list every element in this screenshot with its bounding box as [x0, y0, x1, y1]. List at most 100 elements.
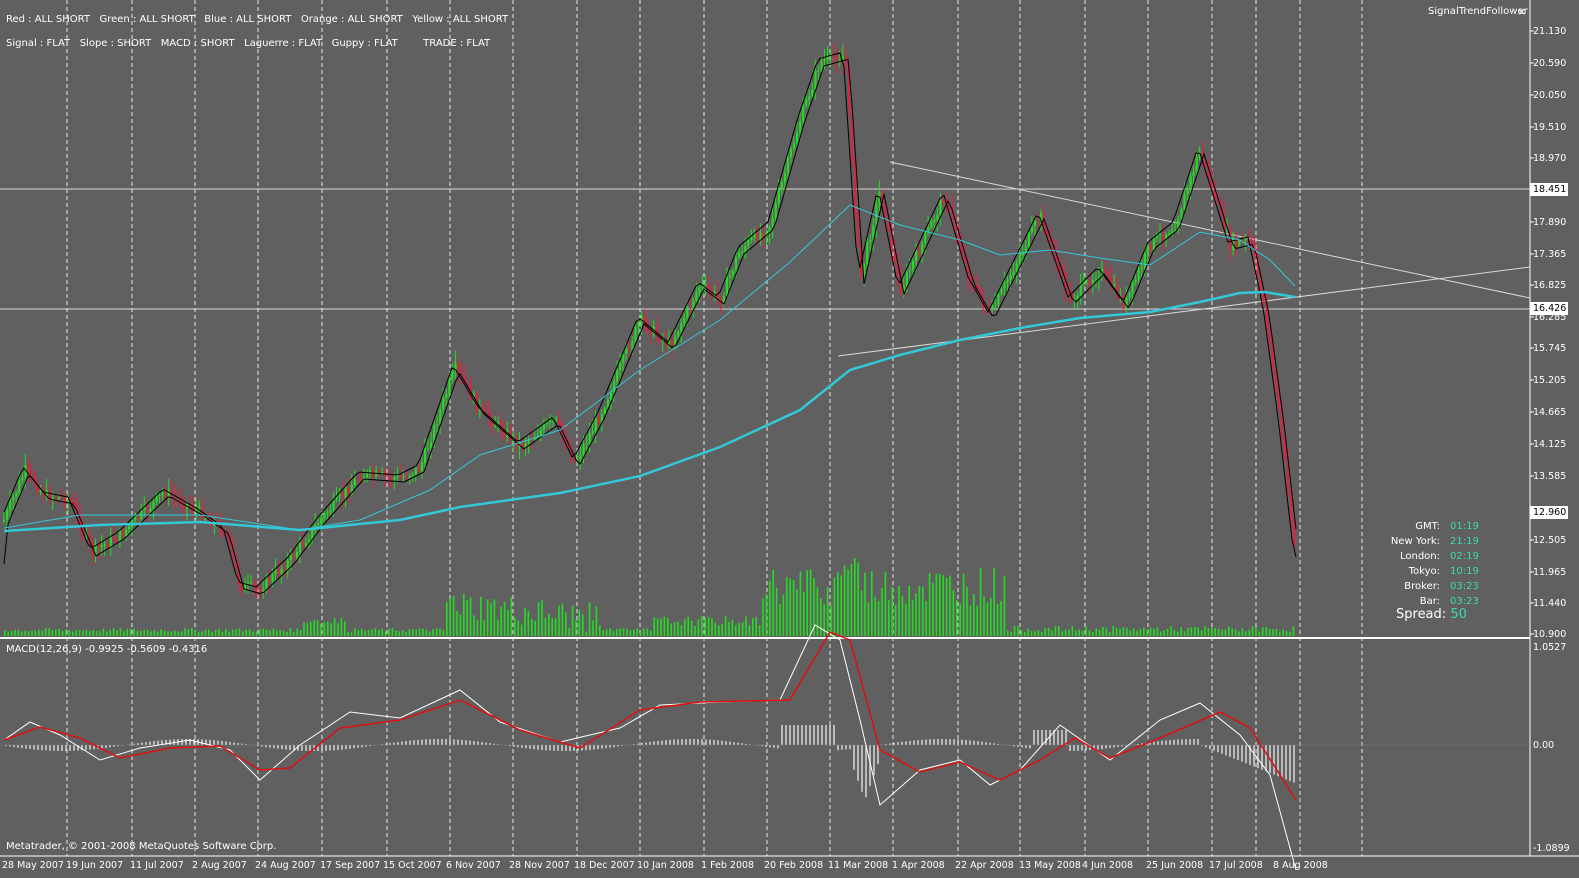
volume-bar [826, 587, 829, 636]
volume-bar [1231, 628, 1233, 636]
candle-body [655, 326, 658, 335]
candle-body [789, 148, 793, 157]
candle-body [390, 476, 393, 480]
volume-bar [218, 628, 220, 636]
candle-body [695, 292, 698, 301]
candle-body [527, 439, 530, 444]
volume-bar [1234, 629, 1237, 636]
volume-bar [1146, 629, 1148, 636]
volume-bar [279, 630, 281, 636]
volume-bar [490, 603, 492, 636]
candle-body [716, 292, 719, 298]
candle-body [683, 317, 686, 324]
candle-body [847, 66, 851, 108]
candle-body [30, 469, 33, 475]
volume-bar [1248, 629, 1250, 636]
indicator-title: SignalTrendFollower [1428, 6, 1528, 17]
volume-bar [850, 563, 853, 636]
candle-body [70, 499, 73, 503]
volume-bar [605, 629, 608, 636]
volume-bar [1289, 631, 1291, 636]
volume-bar [344, 621, 346, 636]
candle-body [780, 182, 783, 190]
candle-body [369, 470, 372, 473]
candle-body [555, 418, 558, 420]
volume-bar [153, 629, 156, 636]
volume-bar [463, 593, 465, 636]
date-tick-label: 19 Jun 2007 [66, 860, 124, 871]
candle-body [875, 203, 878, 226]
candle-body [399, 474, 402, 478]
volume-bar [660, 618, 662, 636]
candle-body [27, 465, 30, 470]
volume-bar [1173, 629, 1176, 636]
volume-bar [786, 577, 788, 636]
volume-bar [755, 617, 757, 636]
volume-bar [320, 623, 322, 636]
volume-bar [1030, 630, 1033, 636]
volume-bar [514, 617, 516, 636]
candle-body [454, 362, 457, 371]
candle-body [872, 225, 875, 240]
volume-bar [663, 616, 666, 636]
candle-body [914, 250, 918, 262]
volume-bar [830, 605, 832, 636]
candle-body [445, 394, 448, 398]
volume-bar [840, 575, 842, 636]
candle-body [3, 519, 6, 521]
volume-bar [449, 598, 451, 636]
volume-bar [1245, 631, 1247, 636]
volume-bar [673, 621, 676, 636]
candle-body [350, 485, 353, 494]
volume-bar [718, 625, 720, 636]
volume-bar [340, 617, 343, 636]
candle-body [829, 53, 832, 56]
candle-body [1021, 252, 1024, 256]
candle-body [640, 315, 643, 323]
volume-bar [65, 629, 67, 636]
candle-body [728, 274, 732, 278]
candle-body [792, 143, 796, 149]
close-icon[interactable]: × [1517, 5, 1527, 18]
candle-body [1094, 279, 1098, 281]
volume-bar [833, 577, 836, 636]
volume-bar [1058, 626, 1060, 636]
volume-bar [942, 575, 944, 636]
volume-bar [293, 631, 295, 636]
volume-bar [95, 630, 98, 636]
volume-bar [769, 580, 771, 636]
candle-body [234, 555, 237, 568]
candle-body [1128, 292, 1131, 298]
volume-bar [109, 629, 111, 636]
candle-body [277, 569, 280, 575]
candle-body [439, 409, 442, 425]
volume-bar [7, 631, 9, 636]
candle-body [195, 509, 198, 512]
candle-body [1000, 288, 1003, 294]
candle-body [1165, 234, 1168, 241]
volume-bar [792, 579, 795, 636]
volume-bar [452, 595, 455, 636]
candle-body [301, 542, 305, 546]
candle-body [835, 57, 838, 63]
volume-bar [877, 600, 880, 636]
candle-body [1079, 283, 1082, 296]
candle-body [6, 509, 9, 520]
volume-bar [422, 628, 424, 636]
candle-body [463, 375, 466, 383]
candle-body [344, 487, 347, 497]
candle-body [39, 490, 42, 492]
volume-bar [918, 586, 921, 636]
candle-body [295, 552, 298, 558]
candle-body [689, 306, 692, 308]
candle-body [939, 200, 942, 215]
volume-bar [418, 628, 421, 636]
candle-body [982, 297, 985, 307]
candle-body [850, 107, 854, 162]
volume-bar [1241, 627, 1244, 636]
volume-bar [986, 602, 989, 636]
volume-bar [269, 630, 271, 636]
volume-bar [1255, 627, 1257, 636]
